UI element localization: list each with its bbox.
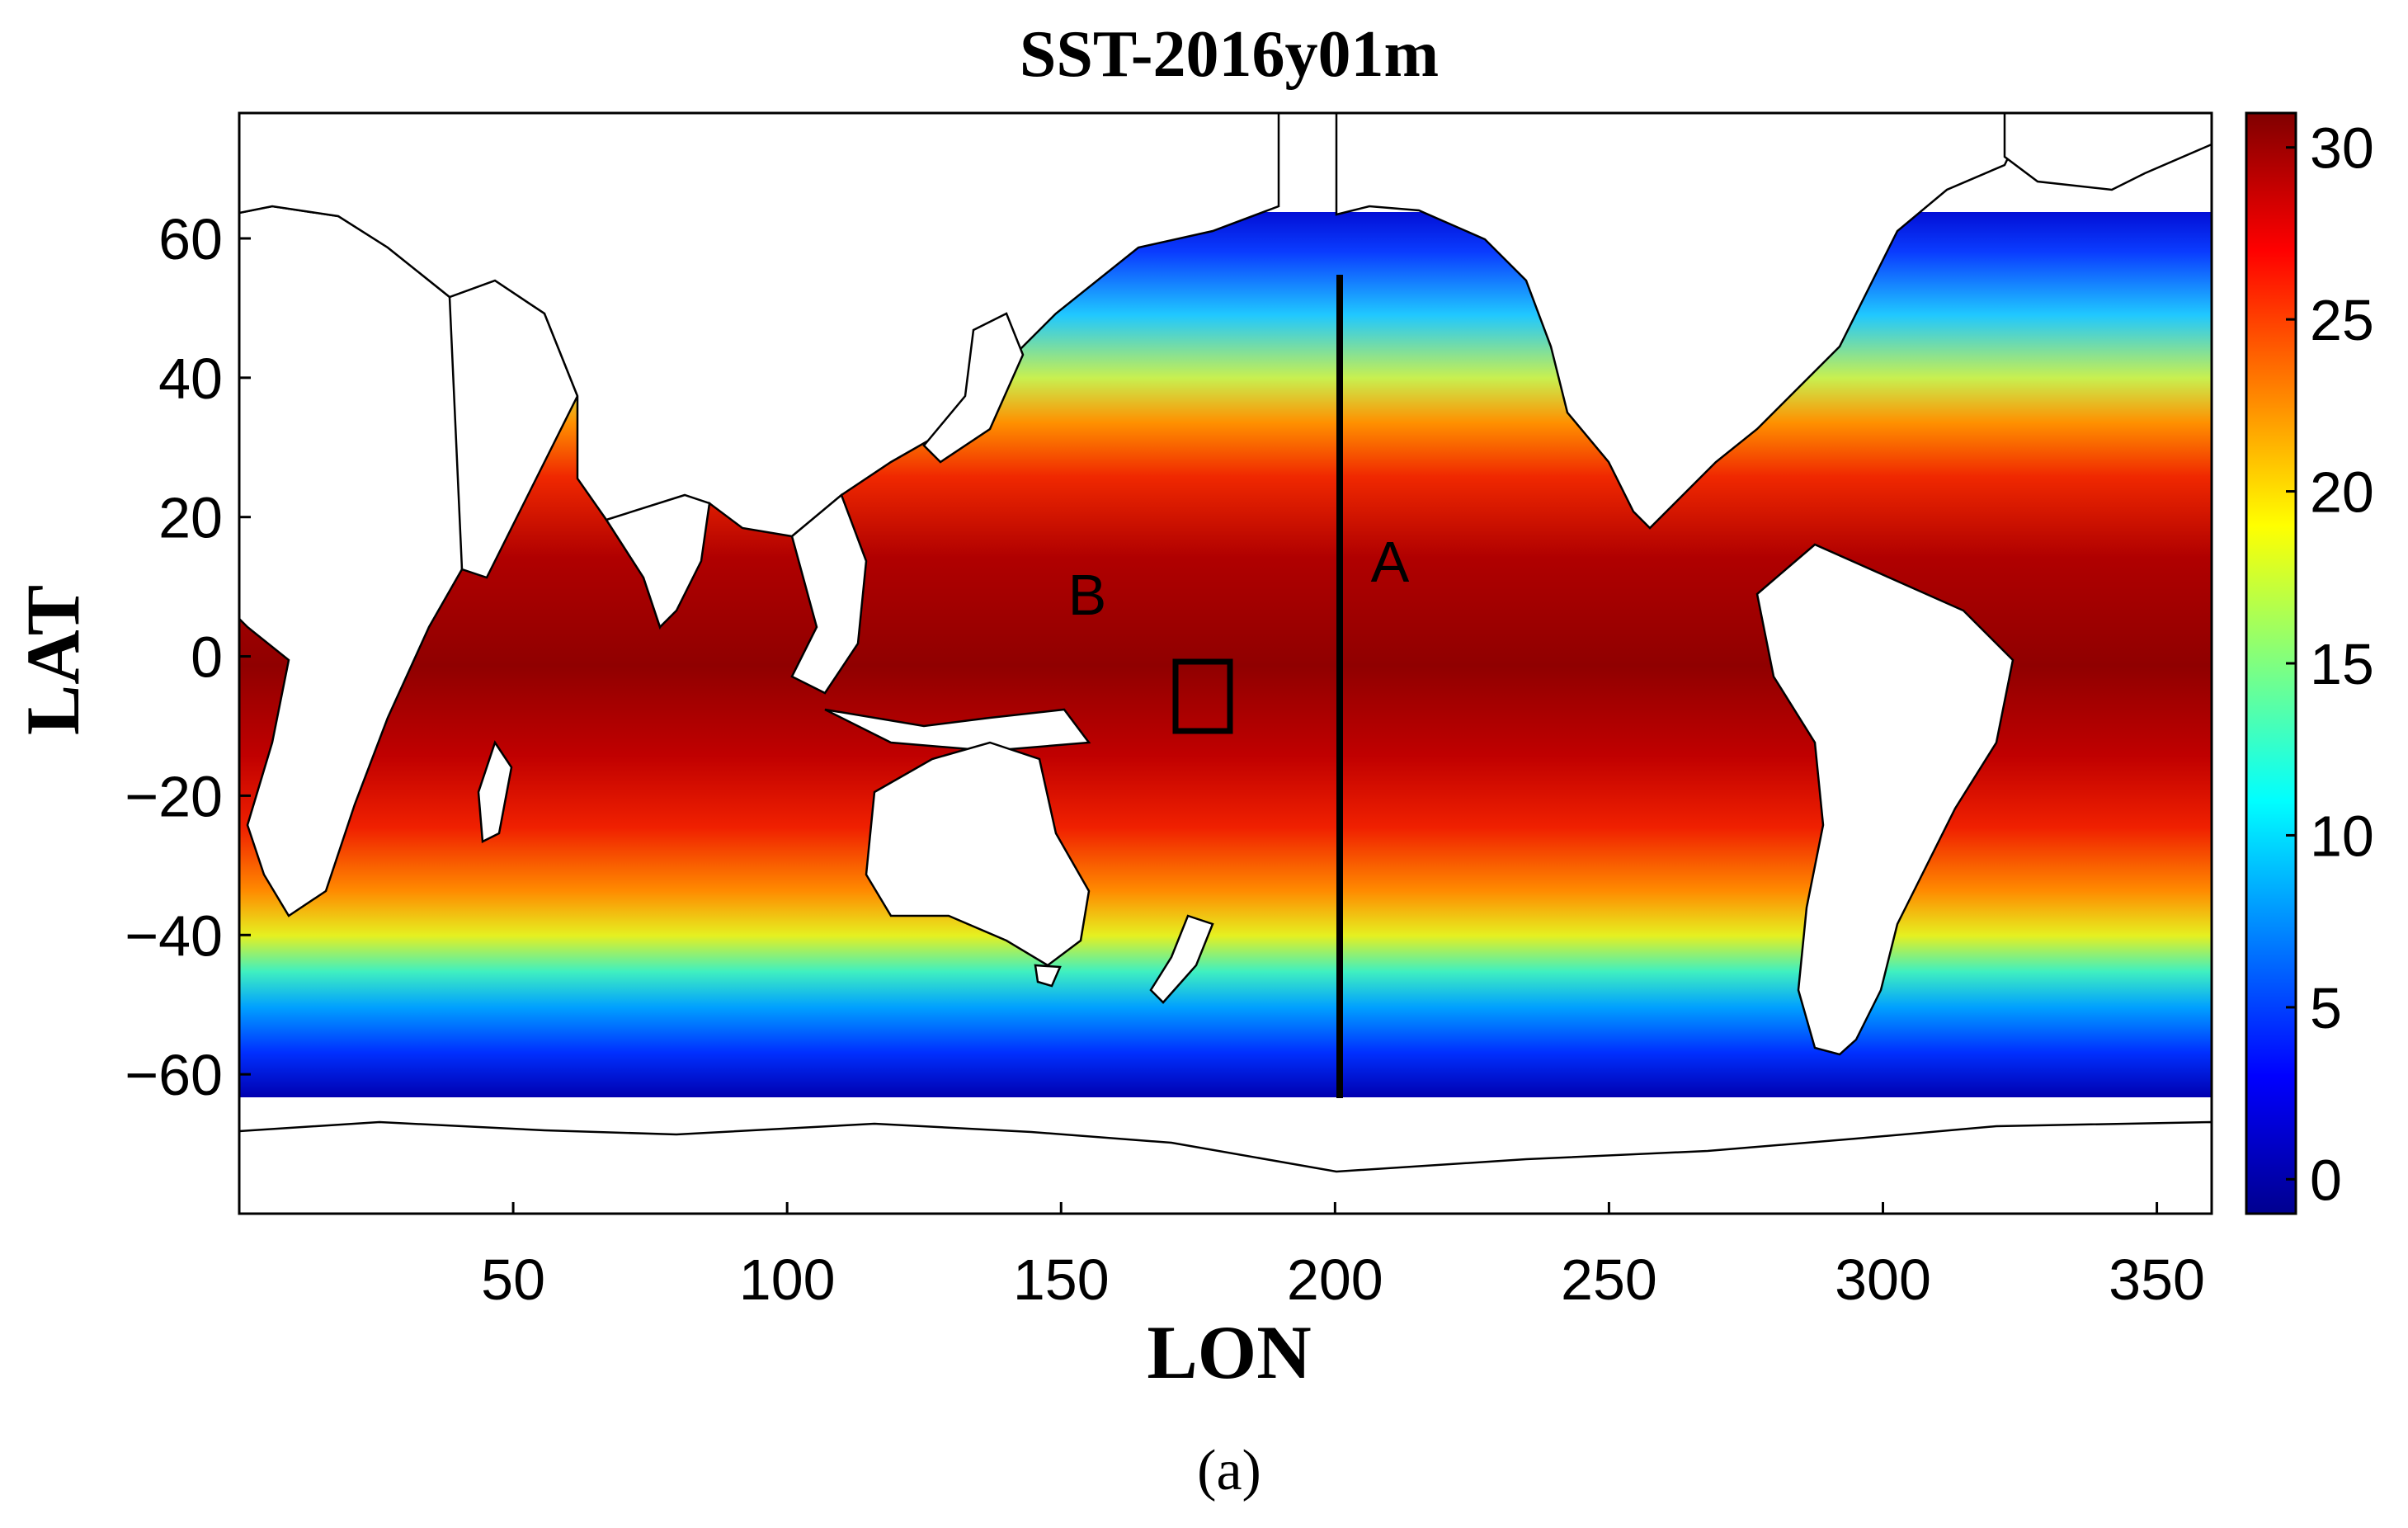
land-madagascar xyxy=(477,740,513,843)
land-india xyxy=(605,493,711,630)
colorbar-tick-label: 5 xyxy=(2310,976,2342,1040)
annotation-b: B xyxy=(1068,563,1107,627)
colorbar-tick-label: 30 xyxy=(2310,116,2374,181)
y-axis-label: LAT xyxy=(11,585,95,735)
colorbar-ticks: 30 25 20 15 10 5 0 xyxy=(2286,116,2374,1212)
colorbar-tick-label: 0 xyxy=(2310,1148,2342,1212)
y-tick-label: 0 xyxy=(191,625,223,690)
coastlines xyxy=(239,113,2212,1214)
annotation-a: A xyxy=(1371,530,1410,594)
y-tick-label: −60 xyxy=(125,1043,223,1107)
figure-caption: (a) xyxy=(1197,1439,1261,1502)
x-ticks: 50 100 150 200 250 300 350 xyxy=(481,1202,2205,1312)
colorbar-tick-label: 25 xyxy=(2310,288,2374,352)
y-tick-label: 40 xyxy=(158,347,223,411)
y-tick-label: 60 xyxy=(158,207,223,271)
y-tick-label: 20 xyxy=(158,486,223,550)
chart-title: SST-2016y01m xyxy=(1020,18,1439,91)
x-tick-label: 50 xyxy=(481,1247,545,1312)
x-tick-label: 300 xyxy=(1835,1247,1931,1312)
x-tick-label: 350 xyxy=(2109,1247,2205,1312)
y-tick-label: −20 xyxy=(125,764,223,828)
colorbar-tick-label: 10 xyxy=(2310,804,2374,868)
x-tick-label: 200 xyxy=(1287,1247,1383,1312)
y-ticks: 60 40 20 0 −20 −40 −60 xyxy=(125,207,251,1107)
land-japan xyxy=(922,312,1025,464)
x-tick-label: 250 xyxy=(1561,1247,1657,1312)
x-tick-label: 150 xyxy=(1013,1247,1110,1312)
axes-frame xyxy=(238,111,2213,1215)
land-australia xyxy=(865,741,1091,967)
land-northamerica xyxy=(1335,113,2031,530)
land-tasmania xyxy=(1034,964,1062,988)
colorbar-tick-label: 15 xyxy=(2310,632,2374,696)
land-southamerica xyxy=(1755,543,2015,1056)
colorbar-tick-label: 20 xyxy=(2310,460,2374,525)
x-tick-label: 100 xyxy=(739,1247,836,1312)
map-area: A B xyxy=(239,113,2212,1214)
land-antarctica xyxy=(239,1120,2212,1214)
land-seasia xyxy=(790,493,868,695)
x-axis-label: LON xyxy=(1147,1310,1311,1394)
y-tick-label: −40 xyxy=(125,903,223,968)
land-indonesia xyxy=(824,708,1091,752)
region-box-b xyxy=(1172,658,1233,734)
land-newzealand xyxy=(1149,914,1214,1004)
land-greenland xyxy=(2003,113,2212,191)
